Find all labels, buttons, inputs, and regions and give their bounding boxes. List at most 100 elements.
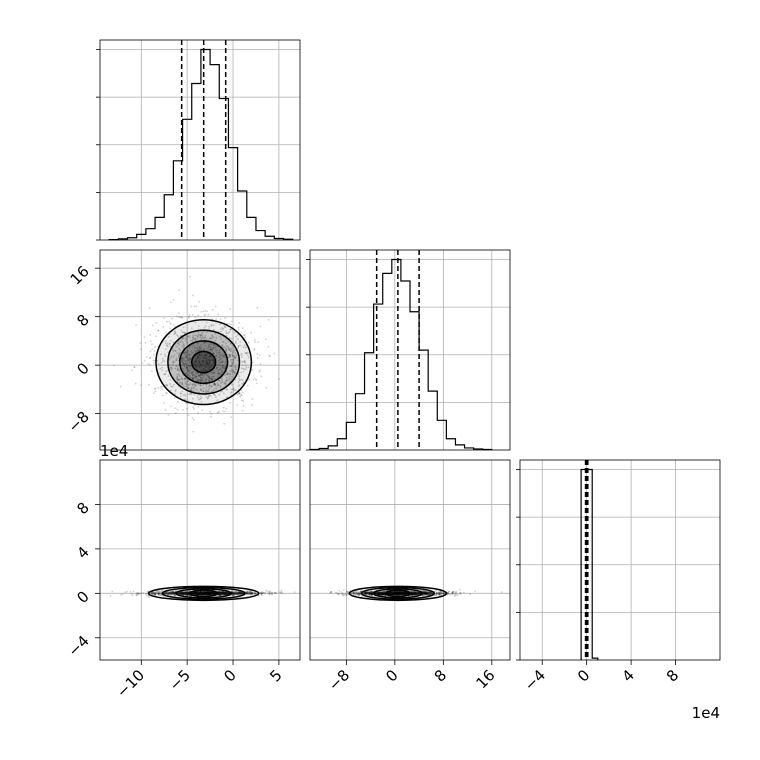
scatter-point — [203, 593, 206, 595]
scatter-point — [375, 593, 378, 595]
scatter-point — [384, 590, 387, 592]
scatter-point — [394, 591, 396, 593]
scatter-point — [395, 594, 398, 596]
scatter-point — [218, 358, 221, 361]
scatter-point — [199, 594, 202, 597]
scatter-point — [193, 593, 196, 595]
scatter-point — [182, 346, 185, 348]
scatter-point — [414, 593, 417, 596]
scatter-point — [219, 323, 221, 326]
scatter-point — [369, 592, 371, 594]
scatter-point — [382, 593, 384, 596]
scatter-point — [250, 592, 252, 595]
scatter-point — [215, 368, 218, 371]
scatter-point — [193, 591, 196, 594]
scatter-point — [144, 341, 147, 344]
scatter-point — [190, 305, 193, 308]
scatter-point — [197, 593, 199, 596]
scatter-point — [199, 397, 201, 400]
scatter-point — [217, 370, 220, 373]
scatter-point — [410, 592, 413, 594]
scatter-point — [412, 592, 415, 594]
scatter-point — [426, 592, 429, 594]
scatter-point — [204, 390, 207, 393]
scatter-point — [227, 346, 230, 349]
scatter-point — [395, 592, 397, 594]
scatter-point — [388, 593, 391, 595]
scatter-point — [403, 591, 405, 593]
scatter-point — [423, 592, 425, 595]
scatter-point — [215, 349, 218, 352]
scatter-point — [398, 592, 401, 595]
scatter-point — [221, 592, 224, 595]
scatter-point — [171, 348, 174, 351]
scatter-point — [199, 592, 201, 595]
scatter-point — [370, 592, 373, 595]
scatter-point — [429, 593, 432, 596]
scatter-point — [192, 591, 195, 594]
scatter-point — [390, 592, 393, 595]
scatter-point — [452, 590, 455, 593]
scatter-point — [368, 593, 371, 595]
scatter-point — [250, 590, 252, 593]
scatter-point — [266, 590, 269, 593]
scatter-point — [157, 592, 159, 595]
scatter-point — [170, 385, 173, 388]
scatter-point — [179, 592, 181, 595]
scatter-point — [401, 592, 403, 594]
scatter-point — [377, 592, 380, 594]
scatter-point — [242, 381, 245, 384]
scatter-point — [221, 592, 223, 594]
scatter-point — [395, 592, 397, 594]
scatter-point — [219, 386, 222, 388]
scatter-point — [193, 360, 196, 363]
scatter-point — [235, 592, 238, 595]
scatter-point — [404, 591, 407, 594]
scatter-point — [234, 590, 236, 592]
scatter-point — [424, 593, 427, 595]
scatter-point — [212, 591, 215, 594]
scatter-point — [224, 326, 226, 328]
scatter-point — [382, 593, 385, 596]
scatter-point — [203, 349, 205, 352]
scatter-point — [245, 592, 248, 595]
scatter-point — [178, 592, 181, 595]
density-fill-1 — [162, 591, 245, 596]
scatter-point — [180, 329, 183, 332]
scatter-point — [200, 388, 203, 391]
scatter-point — [200, 389, 203, 392]
y-tick-label-x1: 8 — [73, 311, 92, 330]
scatter-point — [159, 594, 161, 597]
scatter-point — [176, 376, 179, 378]
scatter-point — [200, 591, 203, 594]
scatter-point — [427, 590, 430, 593]
scatter-point — [195, 593, 198, 596]
scatter-point — [366, 591, 369, 594]
scatter-point — [403, 592, 406, 595]
scatter-point — [121, 593, 124, 596]
scatter-point — [233, 356, 236, 359]
scatter-point — [201, 366, 204, 369]
scatter-point — [397, 592, 399, 595]
scatter-point — [214, 592, 217, 594]
scatter-point — [215, 387, 218, 390]
scatter-point — [182, 593, 184, 595]
scatter-point — [181, 316, 184, 319]
scatter-point — [202, 367, 205, 370]
scatter-point — [172, 324, 175, 326]
scatter-point — [403, 591, 406, 594]
scatter-point — [164, 592, 167, 595]
scatter-point — [417, 593, 420, 596]
scatter-point — [232, 591, 235, 594]
scatter-point — [214, 305, 217, 308]
scatter-point — [148, 307, 151, 310]
scatter-point — [178, 368, 181, 371]
scatter-point — [194, 364, 197, 366]
scatter-point — [227, 592, 230, 595]
scatter-point — [387, 592, 389, 594]
scatter-point — [134, 382, 137, 385]
scatter-point — [203, 590, 206, 593]
scatter-point — [232, 387, 235, 390]
scatter-point — [261, 592, 264, 595]
scatter-point — [210, 591, 213, 594]
